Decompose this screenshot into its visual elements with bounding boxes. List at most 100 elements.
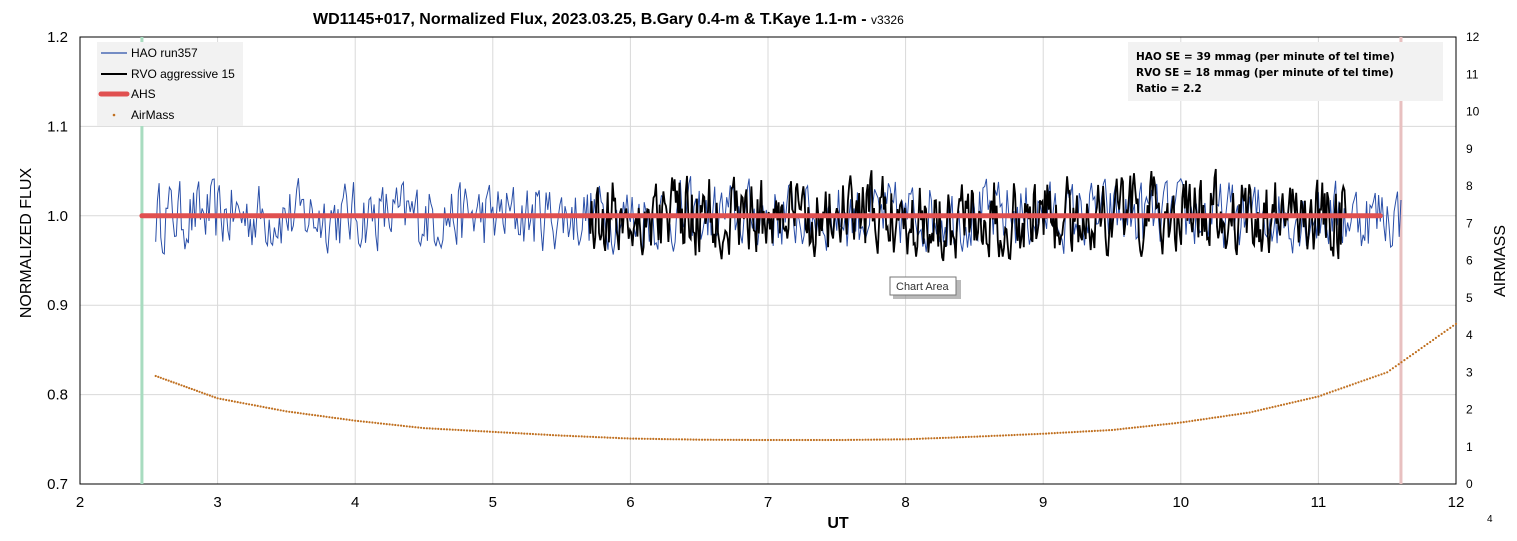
airmass-point — [1288, 402, 1291, 405]
airmass-point — [824, 438, 827, 442]
y2-tick-label: 1 — [1466, 440, 1473, 454]
airmass-point — [594, 436, 598, 439]
airmass-point — [964, 435, 967, 439]
airmass-point — [597, 436, 601, 439]
airmass-point — [248, 403, 251, 406]
airmass-point — [787, 438, 790, 442]
airmass-point — [190, 387, 193, 391]
airmass-point — [279, 409, 282, 412]
airmass-point — [950, 436, 953, 439]
airmass-point — [1414, 351, 1417, 354]
airmass-point — [861, 438, 864, 441]
airmass-point — [411, 425, 414, 428]
airmass-point — [188, 387, 191, 390]
airmass-point — [741, 438, 744, 441]
airmass-point — [1443, 330, 1446, 333]
airmass-point — [1217, 416, 1220, 419]
airmass-point — [637, 437, 641, 440]
airmass-point — [936, 437, 939, 440]
airmass-point — [520, 432, 523, 435]
airmass-point — [268, 407, 271, 410]
airmass-point — [804, 438, 807, 442]
x-tick-label: 7 — [764, 494, 772, 511]
airmass-point — [1371, 376, 1374, 379]
airmass-point — [1196, 418, 1200, 422]
airmass-point — [543, 433, 546, 436]
airmass-point — [941, 436, 945, 439]
airmass-point — [895, 438, 899, 441]
plot-area[interactable] — [79, 36, 1457, 485]
airmass-point — [795, 438, 798, 442]
airmass-point — [1268, 406, 1271, 409]
airmass-point — [1016, 433, 1019, 436]
airmass-point — [746, 438, 750, 441]
airmass-point — [1348, 384, 1351, 387]
airmass-point — [508, 431, 512, 434]
airmass-point — [422, 427, 426, 430]
airmass-point — [325, 415, 328, 418]
airmass-point — [311, 413, 314, 416]
airmass-point — [1179, 421, 1182, 424]
airmass-point — [460, 429, 463, 432]
airmass-point — [265, 406, 268, 409]
airmass-point — [233, 400, 236, 403]
airmass-point — [517, 432, 520, 435]
airmass-point — [537, 433, 540, 436]
airmass-point — [580, 435, 583, 438]
legend-box — [97, 42, 243, 126]
airmass-point — [328, 416, 331, 419]
airmass-point — [1411, 353, 1415, 356]
airmass-point — [726, 438, 730, 441]
airmass-point — [198, 390, 201, 393]
airmass-point — [208, 394, 211, 397]
airmass-point — [1265, 407, 1268, 410]
airmass-point — [572, 435, 575, 438]
airmass-point — [374, 421, 377, 424]
airmass-point — [405, 425, 408, 428]
airmass-point — [1297, 400, 1300, 403]
airmass-point — [185, 386, 188, 389]
series-line-rvo — [588, 168, 1347, 262]
airmass-point — [827, 438, 830, 442]
airmass-point — [898, 438, 902, 441]
airmass-point — [225, 398, 228, 402]
airmass-point — [443, 428, 446, 431]
airmass-point — [635, 437, 638, 440]
airmass-point — [778, 438, 781, 442]
airmass-point — [772, 438, 775, 442]
airmass-point — [1159, 423, 1162, 426]
airmass-point — [947, 436, 950, 439]
legend-label-ahs: AHS — [131, 87, 156, 101]
airmass-point — [342, 418, 345, 421]
airmass-point — [316, 414, 319, 417]
airmass-point — [253, 404, 256, 407]
y2-tick-label: 8 — [1466, 179, 1473, 193]
airmass-point — [425, 427, 428, 430]
airmass-point — [242, 402, 245, 405]
airmass-point — [180, 384, 183, 387]
airmass-point — [1036, 432, 1039, 436]
airmass-point — [1007, 434, 1010, 437]
airmass-point — [924, 437, 927, 440]
airmass-point — [159, 376, 162, 379]
airmass-point — [201, 391, 204, 394]
airmass-point — [1013, 433, 1016, 437]
airmass-point — [1429, 340, 1432, 344]
airmass-point — [586, 435, 589, 438]
airmass-point — [454, 428, 457, 431]
airmass-point — [1214, 416, 1217, 419]
airmass-point — [408, 425, 411, 428]
airmass-point — [486, 430, 489, 433]
airmass-point — [1360, 380, 1363, 383]
airmass-point — [319, 414, 322, 418]
airmass-point — [1002, 434, 1005, 437]
airmass-point — [732, 438, 735, 441]
airmass-point — [1174, 422, 1177, 425]
y-axis-ticks: 0.7 0.8 0.9 1.0 1.1 1.2 — [47, 29, 68, 493]
x-tick-label: 2 — [76, 494, 84, 511]
airmass-point — [560, 434, 563, 437]
airmass-point — [1116, 428, 1119, 431]
airmass-point — [491, 430, 494, 433]
